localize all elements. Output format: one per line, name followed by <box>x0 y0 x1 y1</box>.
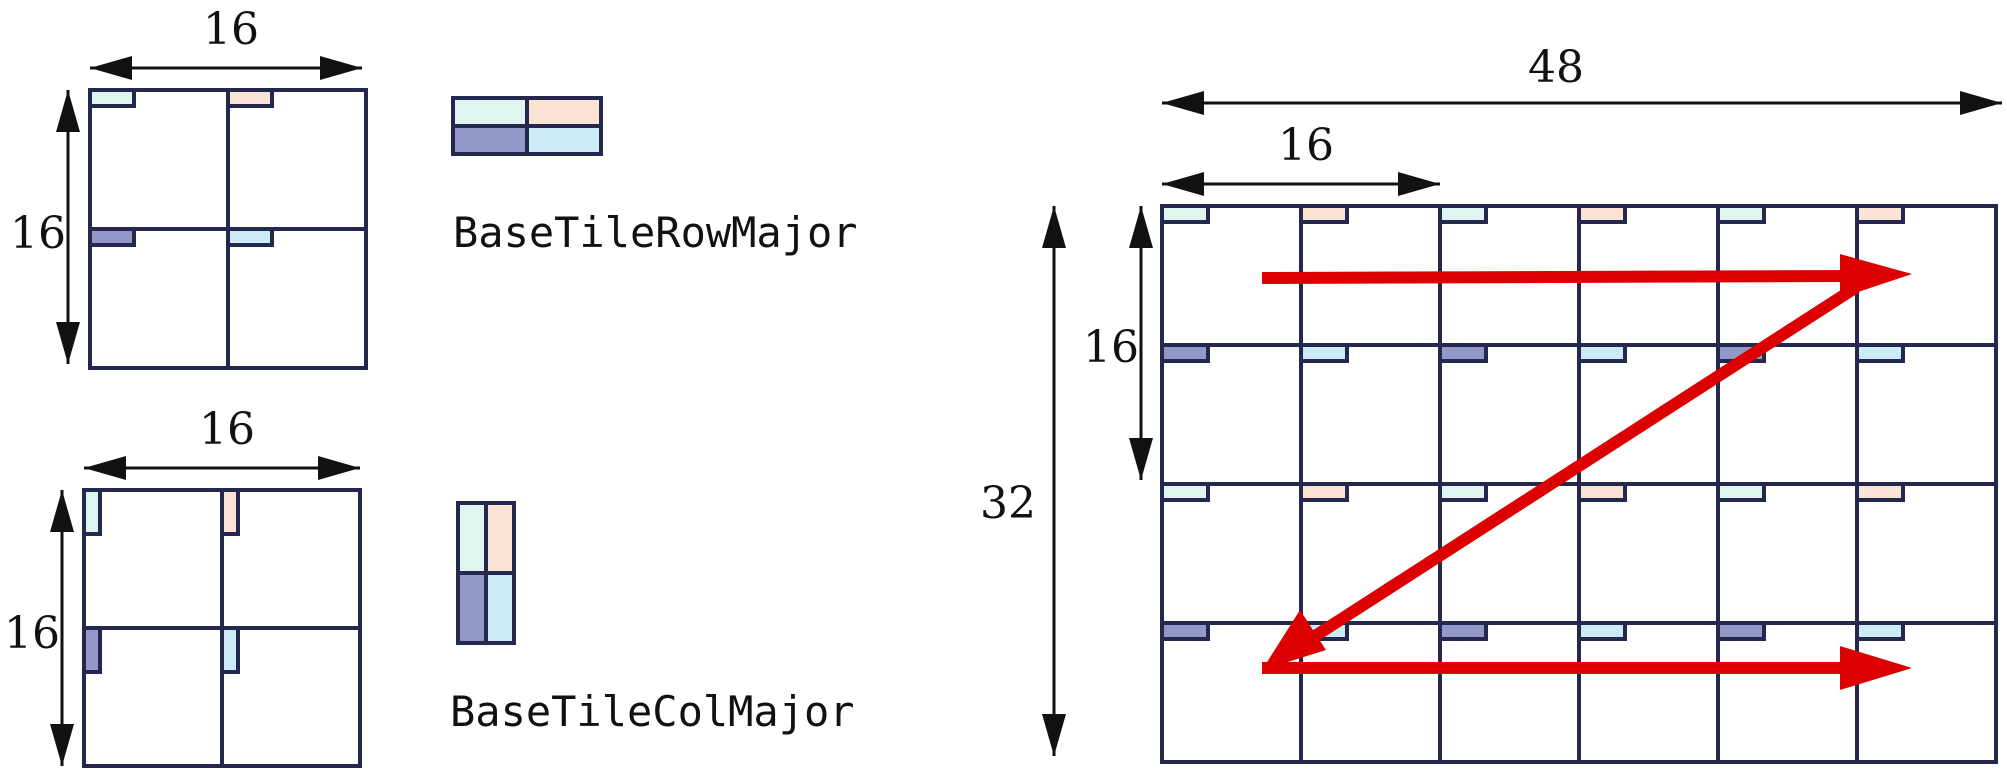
row-major-legend-lavender <box>453 126 527 154</box>
row-major-name: BaseTileRowMajor <box>453 208 858 257</box>
big-grid-marker-cyan <box>1160 204 1210 224</box>
row-major-legend-peach <box>527 98 601 126</box>
col-major-legend-lavender <box>458 573 486 643</box>
big-grid-marker-blue <box>1577 621 1627 641</box>
big-grid-marker-lavender <box>1438 621 1488 641</box>
traversal-row3-arrowhead <box>1840 646 1912 690</box>
big-grid-marker-cyan <box>1160 482 1210 502</box>
big-tile-group: 48 16 16 32 <box>980 42 2002 764</box>
row-major-marker-lavender <box>88 227 136 247</box>
big-grid-marker-cyan <box>1716 204 1766 224</box>
row-major-height-arrowhead-top <box>56 90 80 132</box>
row-major-tile-group: 16 16 BaseTileRowMajor <box>10 4 858 370</box>
traversal-diagonal-arrow <box>1306 282 1861 644</box>
big-grid-marker-peach <box>1855 482 1905 502</box>
big-width-arrowhead-left <box>1162 91 1204 115</box>
col-major-width-arrowhead-right <box>318 456 360 480</box>
row-major-height-arrowhead-bottom <box>56 322 80 364</box>
col-major-legend-blue <box>486 573 514 643</box>
traversal-path <box>1261 254 1912 690</box>
col-major-legend-peach <box>486 503 514 573</box>
row-major-height-label: 16 <box>10 208 66 259</box>
big-grid-marker-peach <box>1577 482 1627 502</box>
big-inner-width-arrowhead-right <box>1398 172 1440 196</box>
big-grid-marker-peach <box>1855 204 1905 224</box>
big-grid-marker-cyan <box>1438 482 1488 502</box>
col-major-marker-peach <box>220 488 240 536</box>
big-inner-width-label: 16 <box>1278 120 1334 171</box>
big-height-arrowhead-bottom <box>1042 714 1066 756</box>
row-major-marker-cyan <box>88 88 136 108</box>
big-height-label: 32 <box>980 478 1036 529</box>
big-grid-marker-lavender <box>1438 343 1488 363</box>
col-major-width-arrowhead-left <box>84 456 126 480</box>
col-major-height-label: 16 <box>4 608 60 659</box>
col-major-width-label: 16 <box>199 404 255 455</box>
row-major-legend <box>451 96 603 156</box>
big-grid-marker-peach <box>1299 482 1349 502</box>
big-grid-marker-lavender <box>1160 343 1210 363</box>
big-grid-marker-cyan <box>1716 482 1766 502</box>
big-inner-height-arrowhead-bottom <box>1129 438 1153 480</box>
traversal-row1-arrow <box>1261 270 1853 284</box>
big-grid-marker-peach <box>1577 204 1627 224</box>
big-inner-width-arrowhead-left <box>1162 172 1204 196</box>
col-major-name: BaseTileColMajor <box>450 687 855 736</box>
row-major-marker-peach <box>226 88 274 108</box>
big-height-arrowhead-top <box>1042 206 1066 248</box>
row-major-width-arrowhead-right <box>320 56 362 80</box>
col-major-marker-cyan <box>82 488 102 536</box>
big-grid-marker-blue <box>1299 343 1349 363</box>
row-major-legend-blue <box>527 126 601 154</box>
col-major-tile-group: 16 16 BaseTileColMajor <box>4 404 855 768</box>
col-major-height-arrowhead-top <box>50 490 74 532</box>
big-grid-marker-blue <box>1855 343 1905 363</box>
col-major-legend-cyan <box>458 503 486 573</box>
big-inner-height-arrowhead-top <box>1129 206 1153 248</box>
col-major-marker-blue <box>220 626 240 674</box>
big-grid-marker-lavender <box>1160 621 1210 641</box>
row-major-marker-blue <box>226 227 274 247</box>
big-grid-marker-lavender <box>1716 621 1766 641</box>
col-major-height-arrowhead-bottom <box>50 724 74 766</box>
big-width-arrowhead-right <box>1960 91 2002 115</box>
row-major-width-arrowhead-left <box>90 56 132 80</box>
col-major-legend <box>456 501 516 645</box>
big-grid-marker-blue <box>1577 343 1627 363</box>
row-major-width-label: 16 <box>203 4 259 55</box>
big-grid-marker-blue <box>1855 621 1905 641</box>
big-grid-marker-peach <box>1299 204 1349 224</box>
big-width-label: 48 <box>1528 42 1584 93</box>
big-grid-marker-cyan <box>1438 204 1488 224</box>
col-major-marker-lavender <box>82 626 102 674</box>
big-inner-height-label: 16 <box>1083 322 1139 373</box>
traversal-diagonal-arrowhead <box>1262 610 1326 670</box>
row-major-legend-cyan <box>453 98 527 126</box>
